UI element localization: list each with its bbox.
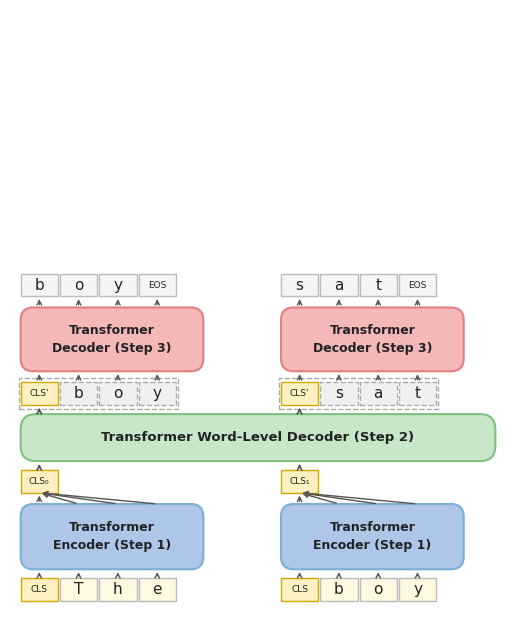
Text: Transformer Word-Level Decoder (Step 2): Transformer Word-Level Decoder (Step 2) <box>102 431 414 444</box>
Text: o: o <box>74 277 83 292</box>
Text: e: e <box>152 582 162 597</box>
FancyBboxPatch shape <box>281 504 464 569</box>
Text: b: b <box>74 386 84 401</box>
Text: a: a <box>334 277 344 292</box>
FancyBboxPatch shape <box>60 274 97 296</box>
FancyBboxPatch shape <box>360 578 397 601</box>
Text: y: y <box>114 277 122 292</box>
Text: Transformer
Decoder (Step 3): Transformer Decoder (Step 3) <box>313 324 432 355</box>
Text: EOS: EOS <box>148 281 166 289</box>
Text: Transformer
Encoder (Step 1): Transformer Encoder (Step 1) <box>313 521 431 552</box>
Text: b: b <box>334 582 344 597</box>
Text: Transformer
Decoder (Step 3): Transformer Decoder (Step 3) <box>52 324 172 355</box>
Text: s: s <box>335 386 343 401</box>
FancyBboxPatch shape <box>399 383 436 405</box>
FancyBboxPatch shape <box>281 383 318 405</box>
FancyBboxPatch shape <box>21 308 203 371</box>
FancyBboxPatch shape <box>139 383 176 405</box>
FancyBboxPatch shape <box>139 274 176 296</box>
Text: Transformer
Encoder (Step 1): Transformer Encoder (Step 1) <box>53 521 171 552</box>
Text: y: y <box>413 582 422 597</box>
Text: y: y <box>153 386 162 401</box>
FancyBboxPatch shape <box>21 470 58 493</box>
FancyBboxPatch shape <box>320 383 358 405</box>
Text: h: h <box>113 582 123 597</box>
FancyBboxPatch shape <box>399 274 436 296</box>
FancyBboxPatch shape <box>21 383 58 405</box>
Text: a: a <box>374 386 383 401</box>
Text: t: t <box>414 386 421 401</box>
FancyBboxPatch shape <box>60 383 97 405</box>
FancyBboxPatch shape <box>21 414 495 461</box>
FancyBboxPatch shape <box>281 470 318 493</box>
FancyBboxPatch shape <box>281 274 318 296</box>
FancyBboxPatch shape <box>99 383 137 405</box>
FancyBboxPatch shape <box>360 383 397 405</box>
FancyBboxPatch shape <box>281 308 464 371</box>
FancyBboxPatch shape <box>139 578 176 601</box>
Text: o: o <box>113 386 123 401</box>
Text: CLS₁: CLS₁ <box>289 477 310 486</box>
FancyBboxPatch shape <box>99 578 137 601</box>
Text: o: o <box>374 582 383 597</box>
Text: EOS: EOS <box>408 281 427 289</box>
FancyBboxPatch shape <box>60 578 97 601</box>
Text: b: b <box>35 277 44 292</box>
FancyBboxPatch shape <box>320 274 358 296</box>
Text: s: s <box>296 277 303 292</box>
Bar <box>19 378 178 409</box>
Text: T: T <box>74 582 83 597</box>
FancyBboxPatch shape <box>399 578 436 601</box>
FancyBboxPatch shape <box>320 578 358 601</box>
Text: CLS': CLS' <box>290 389 310 398</box>
FancyBboxPatch shape <box>21 274 58 296</box>
FancyBboxPatch shape <box>21 504 203 569</box>
Text: CLS': CLS' <box>29 389 49 398</box>
FancyBboxPatch shape <box>360 274 397 296</box>
Text: CLS: CLS <box>31 585 48 594</box>
Text: CLS₀: CLS₀ <box>29 477 50 486</box>
Text: CLS: CLS <box>291 585 308 594</box>
Text: t: t <box>375 277 381 292</box>
FancyBboxPatch shape <box>99 274 137 296</box>
FancyBboxPatch shape <box>21 578 58 601</box>
FancyBboxPatch shape <box>281 578 318 601</box>
Bar <box>279 378 438 409</box>
